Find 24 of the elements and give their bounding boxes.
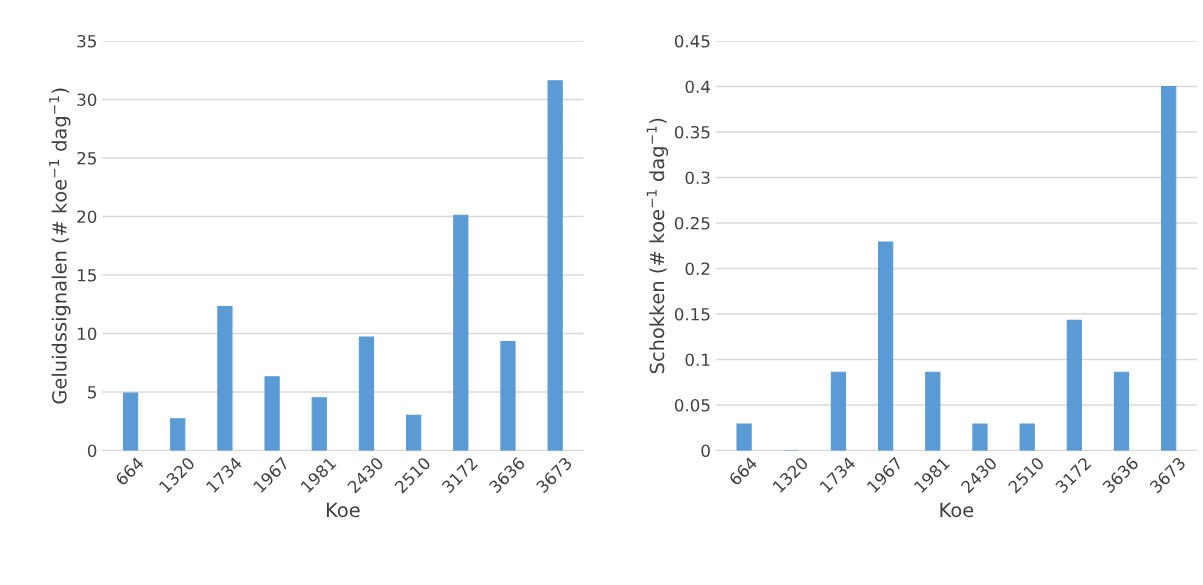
x-axis-title: Koe — [326, 502, 360, 518]
y-tick-label: 0.2 — [685, 262, 710, 276]
y-axis-title: Geluidssignalen (# koe$^{−1}$ dag$^{−1}$) — [49, 88, 71, 404]
y-tick-label: 0 — [701, 444, 710, 458]
y-tick-label: 15 — [78, 269, 96, 282]
y-tick-label: 25 — [77, 151, 96, 165]
y-tick-label: 35 — [77, 34, 96, 48]
y-tick-label: 0.3 — [685, 171, 710, 185]
y-tick-label: 0 — [87, 444, 97, 458]
y-tick-label: 5 — [88, 386, 96, 399]
y-axis-title: Schokken (# koe$^{−1}$ dag$^{−1}$) — [646, 118, 669, 374]
y-tick-label: 0.4 — [685, 80, 710, 94]
y-tick-label: 20 — [77, 210, 97, 224]
x-axis-title: Koe — [940, 502, 974, 518]
y-tick-label: 0.1 — [685, 353, 710, 367]
y-tick-label: 0.25 — [674, 216, 710, 230]
y-tick-label: 0.15 — [674, 307, 710, 321]
y-tick-label: 0.45 — [674, 34, 710, 48]
y-tick-label: 0.35 — [674, 125, 710, 139]
y-tick-label: 10 — [78, 327, 97, 341]
x-tick-label: 664 — [728, 456, 759, 487]
y-tick-label: 30 — [77, 93, 97, 107]
x-tick-label: 664 — [114, 456, 145, 487]
y-tick-label: 0.05 — [674, 398, 710, 412]
